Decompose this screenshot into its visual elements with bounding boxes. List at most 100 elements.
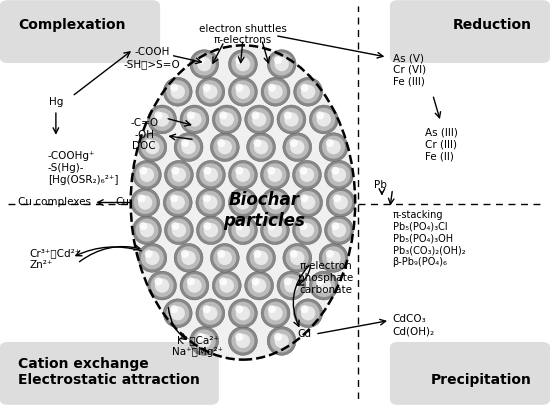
Ellipse shape: [140, 223, 154, 237]
Ellipse shape: [268, 84, 276, 92]
Ellipse shape: [203, 194, 211, 202]
Ellipse shape: [261, 188, 290, 217]
Ellipse shape: [139, 222, 147, 230]
Ellipse shape: [134, 191, 157, 214]
Ellipse shape: [171, 167, 179, 175]
Ellipse shape: [196, 188, 225, 217]
Ellipse shape: [211, 133, 239, 162]
Text: electron shuttles
π-electrons: electron shuttles π-electrons: [199, 24, 287, 45]
Ellipse shape: [145, 140, 160, 154]
Ellipse shape: [204, 168, 218, 182]
FancyBboxPatch shape: [0, 342, 219, 405]
Ellipse shape: [228, 188, 257, 217]
Ellipse shape: [187, 111, 195, 119]
Ellipse shape: [300, 305, 309, 313]
Ellipse shape: [261, 216, 289, 245]
Ellipse shape: [317, 112, 331, 127]
Ellipse shape: [228, 216, 257, 245]
Ellipse shape: [254, 139, 261, 147]
Ellipse shape: [319, 133, 348, 162]
Ellipse shape: [280, 274, 303, 297]
Ellipse shape: [300, 223, 314, 237]
Text: Reduction: Reduction: [453, 18, 531, 32]
Ellipse shape: [196, 77, 225, 106]
Ellipse shape: [182, 251, 196, 265]
Ellipse shape: [286, 136, 309, 159]
Ellipse shape: [331, 222, 339, 230]
Ellipse shape: [140, 168, 154, 182]
Ellipse shape: [196, 56, 205, 64]
Ellipse shape: [204, 223, 218, 237]
Ellipse shape: [327, 163, 350, 186]
Ellipse shape: [268, 223, 282, 237]
Ellipse shape: [190, 326, 219, 355]
Text: As (V)
Cr (VI)
Fe (III): As (V) Cr (VI) Fe (III): [393, 53, 426, 86]
Ellipse shape: [187, 277, 195, 286]
Ellipse shape: [199, 302, 222, 325]
Ellipse shape: [301, 195, 315, 210]
Ellipse shape: [177, 246, 200, 269]
Ellipse shape: [145, 250, 153, 258]
Text: Complexation: Complexation: [19, 18, 126, 32]
Ellipse shape: [254, 140, 268, 154]
Ellipse shape: [312, 274, 336, 297]
Ellipse shape: [332, 168, 346, 182]
Ellipse shape: [332, 223, 346, 237]
Ellipse shape: [217, 250, 225, 258]
Ellipse shape: [167, 163, 190, 186]
Text: -C=O
-OH
DOC: -C=O -OH DOC: [130, 118, 158, 151]
Ellipse shape: [135, 163, 158, 186]
Ellipse shape: [172, 223, 186, 237]
Ellipse shape: [290, 139, 298, 147]
Ellipse shape: [251, 277, 260, 286]
Text: Cd: Cd: [298, 329, 311, 339]
Text: K⁺、Ca²⁺
Na⁺、Mg²⁺: K⁺、Ca²⁺ Na⁺、Mg²⁺: [172, 335, 223, 357]
Ellipse shape: [274, 333, 282, 341]
Ellipse shape: [295, 219, 318, 242]
Ellipse shape: [181, 250, 189, 258]
Ellipse shape: [204, 222, 211, 230]
Ellipse shape: [192, 53, 216, 76]
Ellipse shape: [236, 168, 250, 182]
Ellipse shape: [283, 133, 312, 162]
Ellipse shape: [196, 333, 205, 341]
Ellipse shape: [187, 112, 202, 127]
Ellipse shape: [263, 219, 287, 242]
Ellipse shape: [196, 216, 226, 245]
Ellipse shape: [294, 188, 322, 217]
Ellipse shape: [174, 243, 203, 272]
Ellipse shape: [133, 216, 161, 245]
Ellipse shape: [204, 167, 211, 175]
Ellipse shape: [155, 112, 169, 127]
Ellipse shape: [163, 299, 192, 328]
Ellipse shape: [170, 305, 178, 313]
Ellipse shape: [232, 329, 255, 352]
Ellipse shape: [251, 111, 260, 119]
Ellipse shape: [180, 105, 209, 134]
Ellipse shape: [170, 195, 185, 210]
Text: π-stacking
Pb₅(PO₄)₃Cl
Pb₅(PO₄)₃OH
Pb₃(CO₃)₂(OH)₂
β-Pb₉(PO₄)₆: π-stacking Pb₅(PO₄)₃Cl Pb₅(PO₄)₃OH Pb₃(C…: [393, 210, 465, 267]
Ellipse shape: [324, 160, 354, 189]
Ellipse shape: [199, 219, 222, 242]
Ellipse shape: [138, 243, 167, 272]
Ellipse shape: [267, 50, 296, 79]
Ellipse shape: [219, 278, 234, 293]
Ellipse shape: [147, 271, 177, 300]
Ellipse shape: [333, 195, 348, 210]
Ellipse shape: [199, 80, 222, 103]
Ellipse shape: [236, 223, 250, 237]
Text: -COOHg⁺
-S(Hg)-
[Hg(OSR₂)₆²⁺]: -COOHg⁺ -S(Hg)- [Hg(OSR₂)₆²⁺]: [48, 151, 118, 185]
Ellipse shape: [166, 302, 189, 325]
Text: π-electron
phosphate
carbonate: π-electron phosphate carbonate: [298, 262, 354, 294]
Ellipse shape: [212, 105, 241, 134]
Ellipse shape: [133, 160, 161, 189]
Ellipse shape: [290, 251, 305, 265]
Ellipse shape: [264, 302, 287, 325]
Ellipse shape: [139, 167, 147, 175]
Ellipse shape: [187, 278, 202, 293]
Ellipse shape: [322, 246, 345, 269]
Ellipse shape: [267, 222, 276, 230]
Ellipse shape: [274, 334, 289, 348]
Ellipse shape: [326, 251, 341, 265]
Ellipse shape: [312, 108, 336, 131]
